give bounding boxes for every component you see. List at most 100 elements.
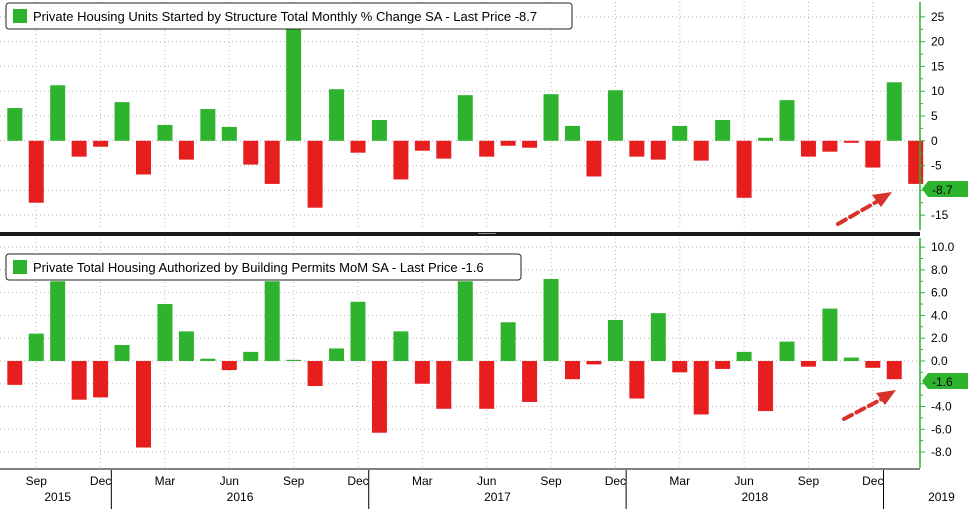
bar [500,140,516,146]
bar [607,90,623,141]
bar [865,360,881,368]
x-tick-label: Jun [220,474,239,488]
bar [565,360,580,380]
bar [414,140,430,151]
bar [136,140,151,175]
y-tick-label: 10.0 [931,240,955,254]
bar [264,140,280,184]
bar [286,26,302,141]
bar [629,360,645,399]
y-tick-label: 25 [931,10,945,24]
y-tick-label: -8.0 [931,445,952,459]
bar [28,333,44,361]
year-label: 2017 [484,490,511,504]
bar [479,140,495,157]
bar [843,140,859,143]
bar [71,360,87,400]
bar [886,82,902,141]
bar [28,140,44,203]
bar [114,102,130,141]
bar [178,331,194,361]
bar [221,360,237,371]
bar [200,358,216,361]
x-tick-label: Jun [734,474,753,488]
y-tick-label: 8.0 [931,263,948,277]
bar [672,125,688,141]
bar [908,140,924,184]
bar [522,140,538,148]
y-tick-label: 4.0 [931,308,948,322]
year-label: 2015 [44,490,71,504]
bar [71,140,87,157]
x-tick-label: Sep [798,474,820,488]
bar [50,85,66,141]
bar [243,351,259,361]
bar [221,126,237,141]
bar [715,360,731,369]
badge-shape [922,373,968,389]
badge-shape [922,181,968,197]
bar [50,281,66,361]
x-tick-label: Mar [155,474,176,488]
bottom-arrow-annotation [842,390,896,421]
axis-layer: -15-10-50510152025-8.0-6.0-4.0-2.00.02.0… [0,2,955,509]
legend-box [5,2,573,30]
bar [500,322,516,361]
bar [586,360,602,365]
bar [543,94,559,141]
bar [264,281,280,361]
bar [865,140,881,168]
bar [629,140,645,157]
bar [586,140,602,177]
bar [350,301,366,361]
bar [607,319,623,361]
y-tick-label: 2.0 [931,331,948,345]
panel-divider [0,232,920,236]
top-arrow-annotation [836,192,892,226]
badge-value: -8.7 [932,183,953,197]
bar [157,304,173,361]
bar [565,125,580,141]
year-label: 2016 [227,490,254,504]
y-tick-label: -15 [931,208,949,222]
legend-box [5,253,522,281]
bar [543,278,559,361]
bottom-legend: Private Total Housing Authorized by Buil… [5,253,522,281]
legend-swatch [13,9,27,23]
divider-grip[interactable] [478,233,496,234]
bar [736,351,752,361]
y-tick-label: 0 [931,134,938,148]
bar [650,140,666,160]
bar [436,360,452,409]
bar [286,359,302,361]
bar [371,119,387,141]
y-tick-label: 20 [931,35,945,49]
bar [393,140,409,180]
bar [307,140,323,208]
bar [307,360,323,387]
x-tick-label: Dec [347,474,368,488]
bar [800,140,816,157]
y-tick-label: -6.0 [931,422,952,436]
arrow-head [876,390,896,405]
bar [7,108,23,141]
bar [157,124,173,141]
bar [243,140,259,165]
bar [650,313,666,361]
bar [736,140,752,198]
bar [457,95,473,141]
bar [886,360,902,380]
year-label: 2019 [928,490,955,504]
x-tick-label: Sep [26,474,48,488]
bar [479,360,495,409]
bar [329,89,345,141]
bar [693,360,709,415]
x-tick-label: Jun [477,474,496,488]
bar [350,140,366,153]
top-panel-bars [7,26,924,208]
bar [800,360,816,367]
bar [114,345,130,361]
bar [843,357,859,361]
top-last-price-badge: -8.7 [922,181,968,197]
